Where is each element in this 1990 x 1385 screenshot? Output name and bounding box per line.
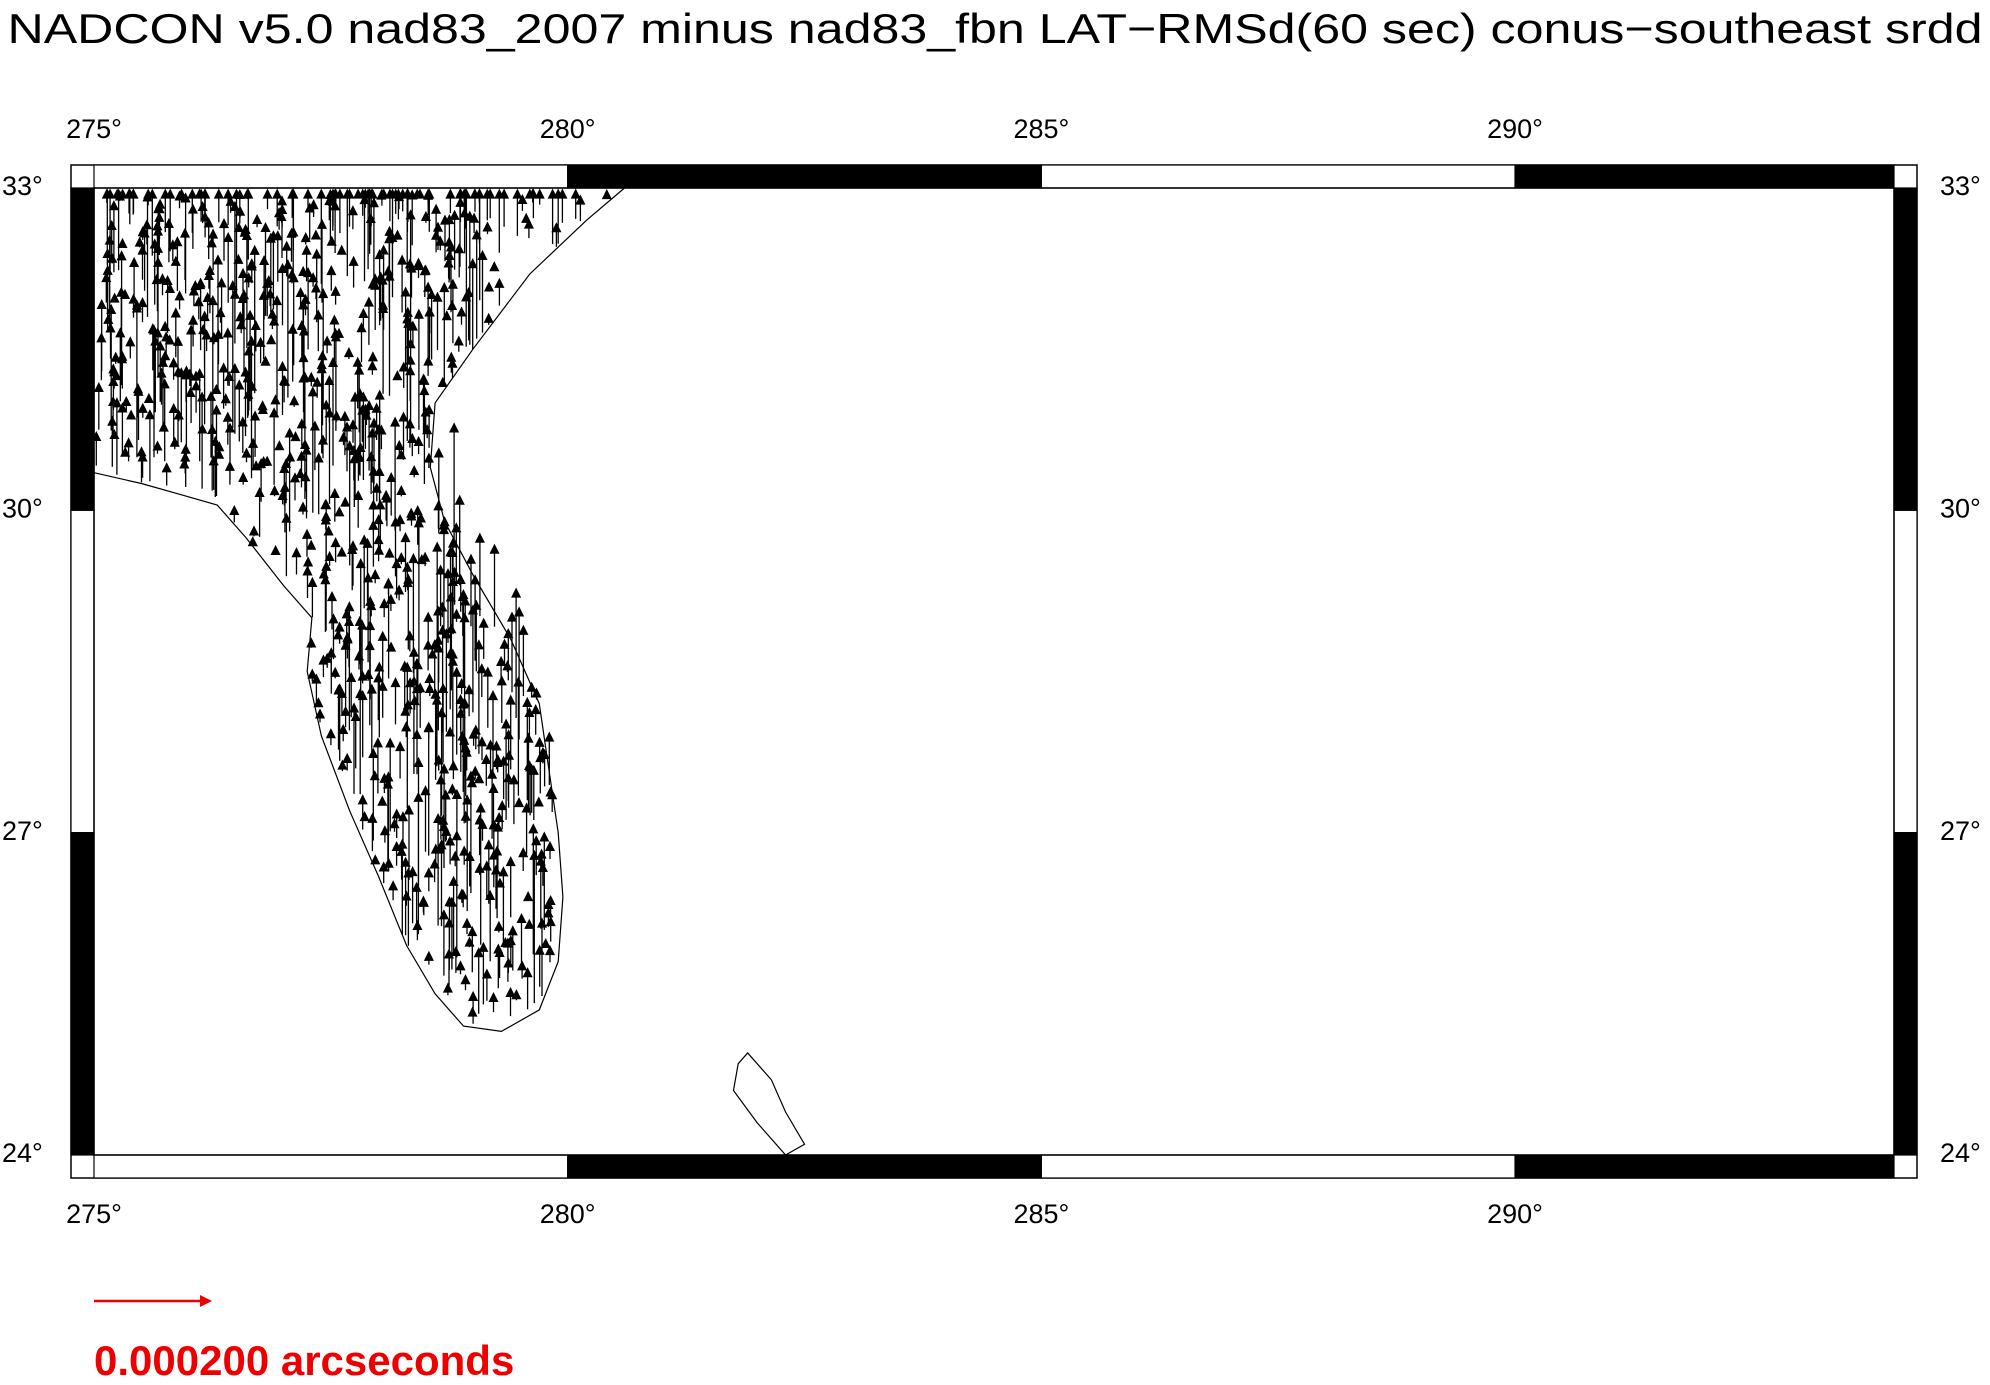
- frame-band: [1893, 832, 1918, 1156]
- lon-tick-label: 280°: [540, 114, 596, 144]
- lon-tick-label: 290°: [1487, 114, 1543, 144]
- frame-band: [1514, 164, 1895, 189]
- lat-tick-label: 27°: [2, 816, 43, 846]
- frame-band: [567, 164, 1042, 189]
- frame-band: [70, 832, 95, 1156]
- frame-band: [70, 509, 95, 834]
- lat-tick-label: 30°: [2, 493, 43, 523]
- lat-tick-label: 33°: [1940, 171, 1981, 201]
- lon-tick-label: 285°: [1013, 1199, 1069, 1229]
- lat-tick-label: 24°: [2, 1138, 43, 1168]
- lat-tick-label: 33°: [2, 171, 43, 201]
- title: NADCON v5.0 nad83_2007 minus nad83_fbn L…: [8, 5, 1983, 52]
- lon-tick-label: 280°: [540, 1199, 596, 1229]
- lon-tick-label: 275°: [66, 114, 122, 144]
- frame-band: [93, 1154, 569, 1179]
- frame-band: [1893, 187, 1918, 511]
- lon-tick-label: 285°: [1013, 114, 1069, 144]
- map-border: [93, 187, 1895, 1156]
- lat-tick-label: 30°: [1940, 493, 1981, 523]
- frame-band: [1040, 1154, 1516, 1179]
- lat-tick-label: 27°: [1940, 816, 1981, 846]
- lon-tick-label: 275°: [66, 1199, 122, 1229]
- scale-label: 0.000200 arcseconds: [94, 1337, 514, 1384]
- frame-band: [567, 1154, 1042, 1179]
- frame-band: [93, 164, 569, 189]
- scale-arrow-head: [200, 1295, 212, 1307]
- frame-band: [1040, 164, 1516, 189]
- lon-tick-label: 290°: [1487, 1199, 1543, 1229]
- frame-band: [1514, 1154, 1895, 1179]
- lat-tick-label: 24°: [1940, 1138, 1981, 1168]
- frame-band: [1893, 509, 1918, 834]
- coastline: [93, 187, 625, 1033]
- map-layer: 275° 275° 280° 280° 285° 285° 290° 290° 33° 33° 30…: [2, 114, 1981, 1229]
- frame-band: [70, 187, 95, 511]
- vector-arrows: [91, 188, 612, 1024]
